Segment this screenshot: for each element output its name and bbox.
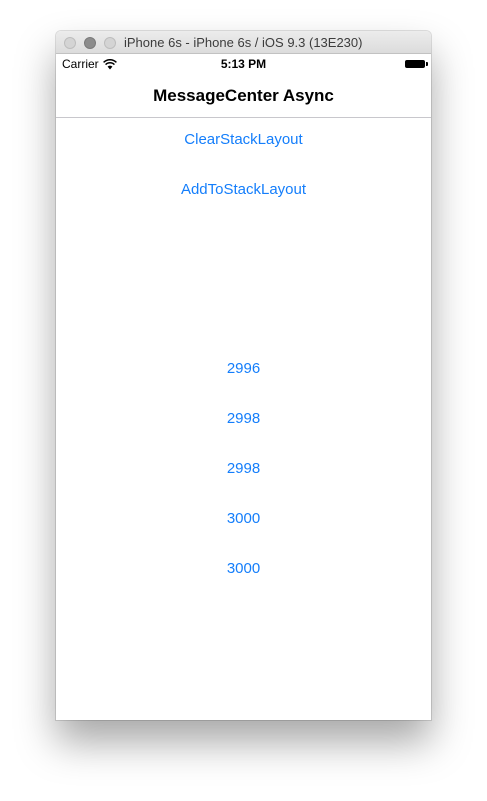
content-area: ClearStackLayout AddToStackLayout 2996 2… [56, 118, 431, 720]
status-bar: Carrier 5:13 PM [56, 54, 431, 74]
nav-title: MessageCenter Async [153, 86, 334, 105]
carrier-label: Carrier [62, 57, 99, 71]
window-minimize-button[interactable] [84, 37, 96, 49]
window-title: iPhone 6s - iPhone 6s / iOS 9.3 (13E230) [124, 35, 363, 50]
stack-item-button[interactable]: 2998 [56, 410, 431, 427]
window-titlebar: iPhone 6s - iPhone 6s / iOS 9.3 (13E230) [56, 31, 431, 54]
wifi-icon [102, 58, 117, 69]
navigation-bar: MessageCenter Async [56, 74, 431, 118]
battery-icon [405, 60, 428, 68]
carrier-group: Carrier [62, 57, 117, 71]
window-close-button[interactable] [64, 37, 76, 49]
stack-item-button[interactable]: 3000 [56, 510, 431, 527]
add-to-stack-layout-button[interactable]: AddToStackLayout [56, 181, 431, 198]
stack-item-button[interactable]: 3000 [56, 560, 431, 577]
stack-item-button[interactable]: 2998 [56, 460, 431, 477]
simulator-window: iPhone 6s - iPhone 6s / iOS 9.3 (13E230)… [56, 31, 431, 720]
stack-item-button[interactable]: 2996 [56, 360, 431, 377]
clear-stack-layout-button[interactable]: ClearStackLayout [56, 131, 431, 148]
status-time: 5:13 PM [220, 57, 267, 71]
window-zoom-button[interactable] [104, 37, 116, 49]
